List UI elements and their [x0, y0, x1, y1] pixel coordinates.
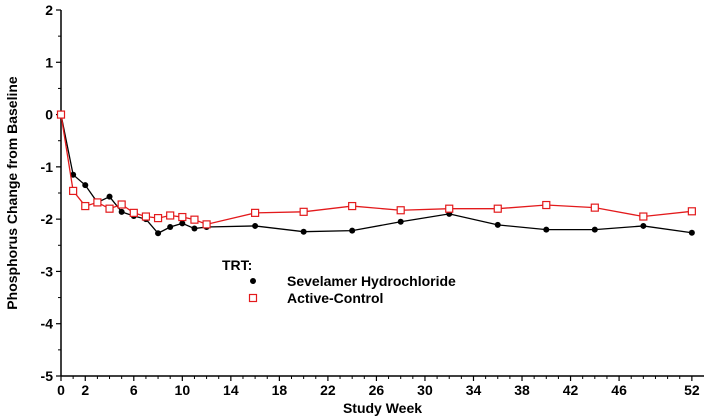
- y-tick-label: -4: [41, 316, 54, 332]
- data-point: [590, 203, 599, 212]
- x-axis-label: Study Week: [343, 400, 422, 416]
- data-point: [494, 221, 501, 228]
- legend: TRT: Sevelamer HydrochlorideActive-Contro…: [222, 257, 456, 306]
- y-tick-label: 1: [45, 54, 53, 70]
- y-tick-label: -5: [41, 368, 54, 384]
- data-point: [56, 110, 66, 119]
- data-point: [178, 212, 187, 222]
- data-point: [639, 212, 648, 221]
- x-tick-label: 6: [130, 382, 138, 398]
- y-tick-label: -1: [41, 159, 54, 175]
- y-tick-label: 2: [45, 2, 53, 18]
- legend-marker: [250, 278, 256, 284]
- data-point: [93, 198, 102, 207]
- data-point: [640, 222, 647, 229]
- data-point: [251, 208, 260, 217]
- data-point: [191, 225, 198, 232]
- y-tick-label: -3: [41, 263, 54, 279]
- data-point: [493, 204, 502, 213]
- data-point: [397, 218, 404, 225]
- data-point: [348, 201, 357, 211]
- data-point: [396, 206, 405, 215]
- data-point: [106, 193, 113, 200]
- data-point: [141, 212, 151, 221]
- x-tick-label: 22: [320, 382, 336, 398]
- data-point: [167, 223, 174, 230]
- axes: 210-1-2-3-4-50 2 6 10 14 18 22 26 30 34 38 42 46 52: [41, 2, 704, 398]
- legend-label: Active-Control: [287, 290, 383, 306]
- x-tick-label: 34: [466, 382, 482, 398]
- x-tick-label: 18: [272, 382, 288, 398]
- x-tick-label: 52: [684, 382, 700, 398]
- x-tick-label: 46: [611, 382, 627, 398]
- data-point: [179, 220, 186, 227]
- data-point: [300, 228, 307, 235]
- data-point: [190, 215, 199, 224]
- legend-marker: [248, 293, 258, 303]
- data-point: [155, 230, 162, 237]
- data-point: [129, 208, 138, 217]
- data-point: [202, 220, 211, 229]
- data-point: [118, 208, 125, 215]
- data-point: [688, 229, 695, 236]
- data-point: [299, 207, 308, 216]
- series-layer: [56, 110, 696, 237]
- y-tick-label: -2: [41, 211, 54, 227]
- legend-item-1: Active-Control: [248, 290, 383, 306]
- data-point: [542, 200, 551, 210]
- legend-item-0: Sevelamer Hydrochloride: [250, 273, 456, 289]
- x-tick-label: 0: [57, 382, 65, 398]
- data-point: [252, 222, 259, 229]
- x-tick-label: 14: [223, 382, 239, 398]
- data-point: [69, 186, 78, 196]
- y-axis-label: Phosphorus Change from Baseline: [4, 76, 20, 310]
- x-tick-label: 38: [514, 382, 530, 398]
- x-tick-label: 26: [369, 382, 385, 398]
- data-point: [82, 182, 89, 189]
- x-tick-label: 2: [81, 382, 89, 398]
- y-tick-label: 0: [45, 107, 53, 123]
- series-1: [56, 110, 696, 229]
- legend-title: TRT:: [222, 257, 252, 273]
- legend-label: Sevelamer Hydrochloride: [287, 273, 456, 289]
- data-point: [349, 227, 356, 234]
- data-point: [105, 204, 114, 213]
- x-tick-label: 10: [175, 382, 191, 398]
- x-tick-label: 30: [417, 382, 433, 398]
- data-point: [687, 207, 696, 216]
- data-point: [117, 200, 126, 209]
- data-point: [81, 201, 90, 211]
- data-point: [153, 213, 163, 223]
- data-point: [166, 211, 175, 220]
- data-point: [70, 171, 77, 178]
- x-tick-label: 42: [563, 382, 579, 398]
- data-point: [445, 204, 454, 213]
- data-point: [591, 226, 598, 233]
- data-point: [543, 226, 550, 233]
